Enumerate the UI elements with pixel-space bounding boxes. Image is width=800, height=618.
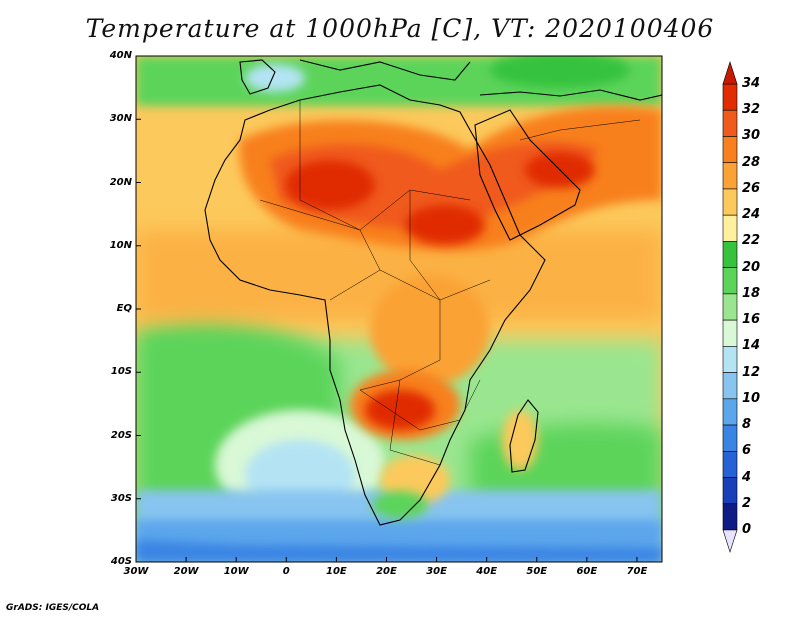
- colorbar-swatch: [722, 162, 738, 190]
- colorbar-label: 8: [742, 417, 752, 433]
- lat-label: EQ: [116, 303, 132, 314]
- colorbar-label: 18: [742, 285, 761, 301]
- colorbar-label: 20: [742, 259, 761, 275]
- lon-label: 10W: [223, 566, 249, 577]
- lat-label: 40S: [110, 556, 132, 567]
- colorbar-label: 4: [742, 469, 752, 485]
- colorbar-label: 10: [742, 390, 761, 406]
- colorbar-swatch: [722, 214, 738, 242]
- lat-label: 10N: [109, 239, 132, 251]
- lon-label: 40E: [476, 566, 498, 577]
- colorbar-label: 14: [742, 338, 761, 354]
- colorbar-swatch: [722, 136, 738, 164]
- temperature-field: [136, 56, 662, 562]
- colorbar-swatch: [722, 503, 738, 531]
- colorbar-swatch: [722, 477, 738, 505]
- lat-label: 20S: [110, 429, 132, 441]
- colorbar-swatch: [722, 188, 738, 216]
- colorbar-swatch: [722, 450, 738, 478]
- colorbar-label: 0: [742, 522, 752, 537]
- colorbar-label: 2: [742, 495, 752, 511]
- lat-label: 30N: [109, 113, 132, 125]
- colorbar-label: 34: [742, 76, 761, 91]
- lon-label: 30W: [123, 566, 149, 577]
- colorbar-swatch: [722, 267, 738, 295]
- colorbar-swatch: [722, 398, 738, 426]
- lon-label: 20W: [173, 566, 199, 577]
- colorbar-label: 6: [742, 443, 752, 459]
- colorbar-label: 26: [742, 180, 761, 196]
- colorbar-bottom-arrow: [722, 529, 738, 553]
- grads-credit: GrADS: IGES/COLA: [6, 603, 100, 613]
- map-title: Temperature at 1000hPa [C], VT: 20201004…: [85, 14, 715, 43]
- colorbar: [722, 61, 738, 553]
- country-borders: [259, 100, 641, 466]
- lon-label: 30E: [426, 566, 447, 577]
- colorbar-label: 32: [742, 102, 761, 118]
- lat-label: 10S: [110, 366, 132, 378]
- colorbar-label: 12: [742, 364, 761, 380]
- lon-label: 50E: [526, 566, 548, 577]
- colorbar-swatch: [722, 319, 738, 347]
- lon-label: 0: [282, 566, 290, 577]
- colorbar-swatch: [722, 424, 738, 452]
- colorbar-swatch: [722, 346, 738, 373]
- colorbar-top-arrow: [722, 61, 738, 85]
- colorbar-label: 28: [742, 154, 761, 170]
- lon-label: 20E: [376, 566, 397, 577]
- lon-label: 70E: [626, 566, 648, 577]
- colorbar-swatch: [722, 372, 738, 400]
- lon-label: 60E: [576, 566, 598, 577]
- colorbar-label: 22: [742, 233, 761, 249]
- colorbar-swatch: [722, 109, 738, 137]
- lat-label: 20N: [109, 176, 132, 188]
- colorbar-swatch: [722, 293, 738, 321]
- lon-label: 10E: [326, 566, 347, 577]
- colorbar-label: 30: [742, 128, 761, 144]
- lat-label: 30S: [110, 492, 132, 504]
- colorbar-label: 16: [742, 312, 761, 328]
- lat-label: 40N: [109, 50, 132, 61]
- colorbar-swatch: [722, 241, 738, 268]
- colorbar-label: 24: [742, 207, 761, 223]
- colorbar-swatch: [722, 83, 738, 111]
